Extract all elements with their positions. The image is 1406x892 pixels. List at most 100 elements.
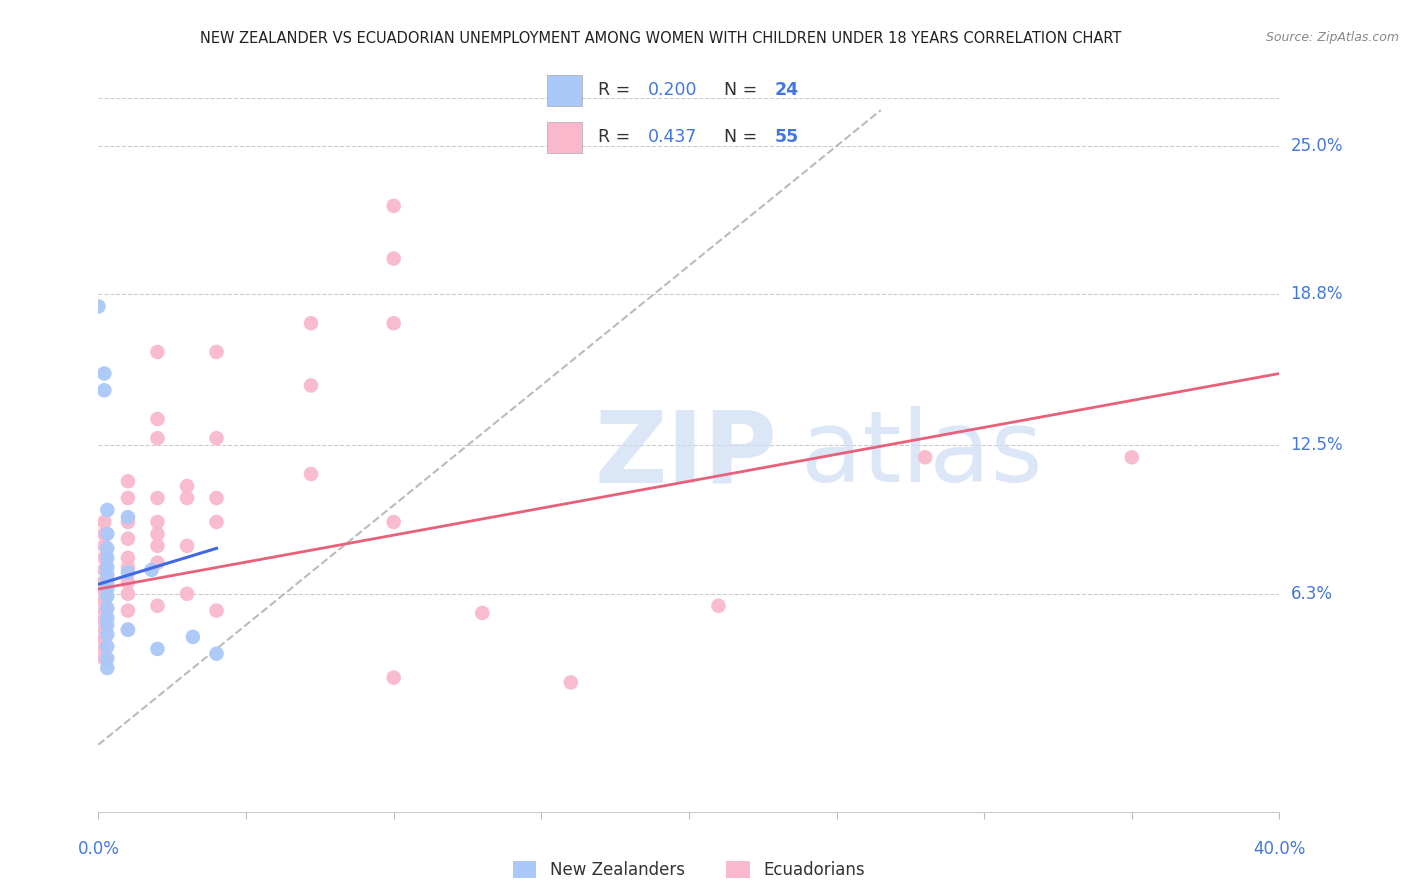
Point bbox=[205, 431, 228, 445]
Point bbox=[93, 623, 115, 637]
Text: R =: R = bbox=[598, 128, 636, 146]
Point bbox=[117, 510, 139, 524]
Point bbox=[93, 515, 115, 529]
Point bbox=[176, 491, 198, 505]
Point bbox=[96, 589, 118, 603]
Point bbox=[181, 630, 204, 644]
Point bbox=[93, 384, 115, 398]
Point bbox=[117, 532, 139, 546]
Point bbox=[96, 661, 118, 675]
Point bbox=[146, 515, 169, 529]
Point bbox=[96, 550, 118, 565]
Text: 0.200: 0.200 bbox=[648, 81, 697, 99]
Point bbox=[1121, 450, 1143, 465]
Point bbox=[205, 647, 228, 661]
Point bbox=[96, 618, 118, 632]
Text: 0.437: 0.437 bbox=[648, 128, 697, 146]
Point bbox=[93, 574, 115, 589]
Point bbox=[914, 450, 936, 465]
Text: N =: N = bbox=[724, 128, 763, 146]
Point bbox=[205, 515, 228, 529]
Point bbox=[117, 623, 139, 637]
Point bbox=[96, 560, 118, 574]
Point bbox=[117, 623, 139, 637]
Point bbox=[93, 584, 115, 599]
Point bbox=[117, 560, 139, 574]
Text: 24: 24 bbox=[775, 81, 799, 99]
Point bbox=[146, 527, 169, 541]
Point bbox=[117, 550, 139, 565]
Point bbox=[146, 345, 169, 359]
Point bbox=[96, 503, 118, 517]
Point bbox=[93, 539, 115, 553]
Point bbox=[93, 550, 115, 565]
Point bbox=[471, 606, 494, 620]
Point bbox=[146, 641, 169, 656]
Point bbox=[117, 566, 139, 580]
Point bbox=[96, 527, 118, 541]
Point bbox=[96, 567, 118, 582]
Point bbox=[205, 603, 228, 617]
Point bbox=[382, 671, 405, 685]
Point bbox=[93, 651, 115, 665]
Point bbox=[93, 632, 115, 647]
Point bbox=[205, 345, 228, 359]
Text: NEW ZEALANDER VS ECUADORIAN UNEMPLOYMENT AMONG WOMEN WITH CHILDREN UNDER 18 YEAR: NEW ZEALANDER VS ECUADORIAN UNEMPLOYMENT… bbox=[200, 31, 1122, 46]
Point bbox=[117, 515, 139, 529]
Text: ZIP: ZIP bbox=[595, 407, 778, 503]
Text: 40.0%: 40.0% bbox=[1253, 840, 1306, 858]
Point bbox=[96, 574, 118, 589]
Point bbox=[117, 603, 139, 617]
Point bbox=[146, 491, 169, 505]
Point bbox=[96, 611, 118, 625]
Point bbox=[96, 541, 118, 556]
Point bbox=[146, 412, 169, 426]
Point bbox=[205, 491, 228, 505]
Bar bbox=[547, 122, 582, 153]
Point bbox=[176, 479, 198, 493]
Point bbox=[117, 475, 139, 489]
Text: 6.3%: 6.3% bbox=[1291, 585, 1333, 603]
Text: atlas: atlas bbox=[801, 407, 1043, 503]
Text: 18.8%: 18.8% bbox=[1291, 285, 1343, 303]
Point bbox=[96, 627, 118, 641]
Point bbox=[382, 199, 405, 213]
Point bbox=[87, 300, 110, 314]
Point bbox=[176, 587, 198, 601]
Point bbox=[707, 599, 730, 613]
Point bbox=[93, 603, 115, 617]
Text: 55: 55 bbox=[775, 128, 799, 146]
Bar bbox=[547, 75, 582, 105]
Point bbox=[96, 601, 118, 615]
Point bbox=[93, 641, 115, 656]
Point bbox=[93, 367, 115, 381]
Point bbox=[93, 594, 115, 608]
Point bbox=[146, 556, 169, 570]
Point bbox=[299, 467, 322, 481]
Point bbox=[146, 539, 169, 553]
Point bbox=[382, 252, 405, 266]
Point bbox=[382, 316, 405, 330]
Point bbox=[96, 651, 118, 665]
Point bbox=[93, 527, 115, 541]
Point bbox=[117, 587, 139, 601]
Point bbox=[93, 563, 115, 577]
Point bbox=[96, 640, 118, 654]
Text: R =: R = bbox=[598, 81, 636, 99]
Point bbox=[560, 675, 582, 690]
Text: 12.5%: 12.5% bbox=[1291, 436, 1343, 454]
Point bbox=[299, 378, 322, 392]
Text: 25.0%: 25.0% bbox=[1291, 137, 1343, 155]
Text: 0.0%: 0.0% bbox=[77, 840, 120, 858]
Point bbox=[117, 574, 139, 589]
Point bbox=[146, 431, 169, 445]
Point bbox=[93, 613, 115, 627]
Text: Source: ZipAtlas.com: Source: ZipAtlas.com bbox=[1265, 31, 1399, 45]
Point bbox=[141, 563, 163, 577]
Point bbox=[117, 491, 139, 505]
Point bbox=[146, 599, 169, 613]
Legend: New Zealanders, Ecuadorians: New Zealanders, Ecuadorians bbox=[506, 854, 872, 886]
Point bbox=[96, 582, 118, 596]
Point bbox=[299, 316, 322, 330]
Point bbox=[176, 539, 198, 553]
